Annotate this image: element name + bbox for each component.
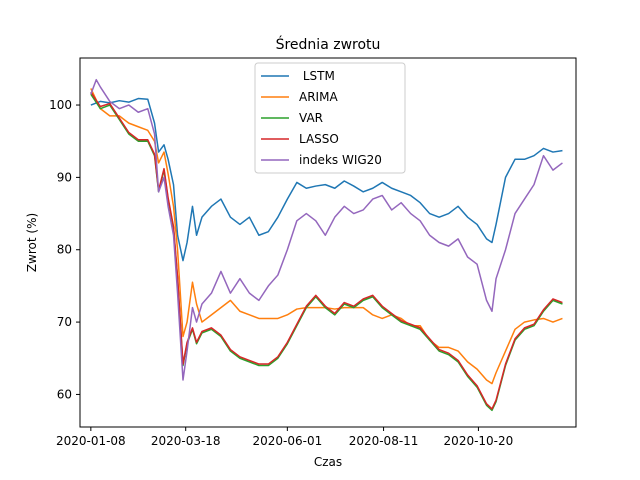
x-tick-label: 2020-03-18 [151, 434, 221, 448]
legend-label: ARIMA [299, 90, 338, 104]
axes-frame [79, 57, 577, 428]
y-tick-label: 70 [57, 315, 72, 329]
legend: LSTM ARIMA VAR LASSO indeks WIG20 [254, 62, 406, 174]
y-tick-label: 80 [57, 243, 72, 257]
legend-label: indeks WIG20 [299, 153, 382, 167]
x-tick-label: 2020-08-11 [349, 434, 419, 448]
y-axis: 60 70 80 90 100 [49, 98, 80, 401]
series-line-lasso [90, 91, 563, 410]
legend-box [254, 62, 406, 174]
y-axis-label: Zwrot (%) [25, 213, 39, 272]
x-axis-label: Czas [314, 455, 342, 469]
y-tick-label: 60 [57, 387, 72, 401]
legend-label: LSTM [299, 69, 335, 83]
x-axis: 2020-01-08 2020-03-18 2020-06-01 2020-08-11… [56, 427, 513, 448]
x-tick-label: 2020-01-08 [56, 434, 126, 448]
y-tick-label: 100 [49, 98, 72, 112]
y-tick-label: 90 [57, 170, 72, 184]
chart-title: Średnia zwrotu [276, 35, 381, 53]
x-tick-label: 2020-10-20 [444, 434, 514, 448]
x-tick-label: 2020-06-01 [252, 434, 322, 448]
legend-label: LASSO [299, 132, 339, 146]
series-line-indeks-wig20 [90, 78, 563, 381]
series-line-lstm [90, 97, 563, 262]
legend-label: VAR [299, 111, 323, 125]
series-layer [90, 78, 563, 412]
